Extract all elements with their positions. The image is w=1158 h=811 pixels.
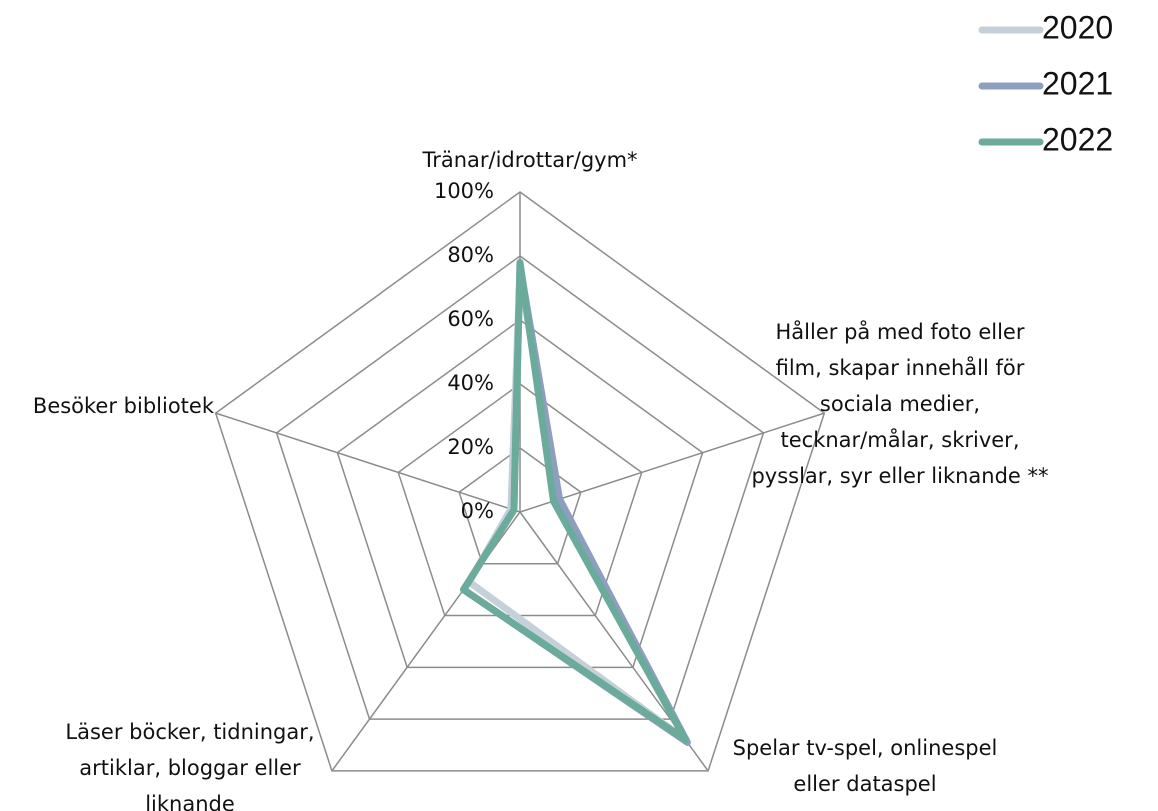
category-label: Besöker bibliotek [32, 394, 214, 418]
category-label: Spelar tv-spel, onlinespel eller dataspe… [732, 736, 998, 796]
grid-ring [458, 447, 582, 565]
y-tick-label: 0% [461, 499, 494, 523]
legend-label: 2022 [1042, 121, 1113, 157]
grid-ring [275, 255, 765, 720]
y-tick-label: 40% [447, 371, 494, 395]
y-tick-label: 100% [434, 179, 494, 203]
series-line [460, 258, 690, 744]
category-label: Håller på med foto eller film, skapar in… [751, 320, 1049, 488]
grid-ring [214, 191, 826, 772]
spoke [519, 412, 825, 513]
category-label: Läser böcker, tidningar, artiklar, blogg… [65, 720, 315, 811]
y-tick-label: 20% [447, 435, 494, 459]
spoke [215, 412, 521, 513]
grid-ring [336, 319, 704, 669]
y-tick-label: 60% [447, 307, 494, 331]
legend-label: 2020 [1042, 9, 1113, 45]
y-tick-label: 80% [447, 243, 494, 267]
legend-label: 2021 [1042, 65, 1113, 101]
category-label: Tränar/idrottar/gym* [422, 148, 638, 172]
